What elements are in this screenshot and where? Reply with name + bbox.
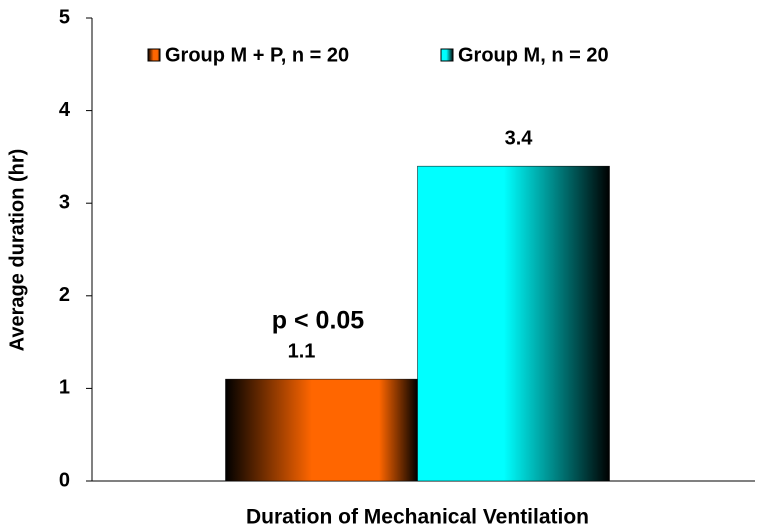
- legend-swatch: [147, 48, 161, 62]
- annotation: p < 0.05: [272, 307, 365, 335]
- x-tick-label: Duration of Mechanical Ventilation: [246, 506, 589, 529]
- y-tick-label: 4: [59, 99, 71, 121]
- y-tick-label: 3: [59, 191, 70, 213]
- y-tick-label: 2: [59, 284, 70, 306]
- y-axis-title: Average duration (hr): [6, 149, 28, 352]
- y-tick-label: 0: [59, 469, 70, 491]
- legend-label: Group M + P, n = 20: [165, 44, 349, 66]
- value-label: 3.4: [505, 127, 534, 149]
- y-tick-label: 5: [59, 6, 70, 28]
- bar: [417, 165, 610, 482]
- legend-label: Group M, n = 20: [458, 44, 609, 66]
- value-label: 1.1: [288, 340, 316, 362]
- legend-swatch: [440, 48, 454, 62]
- bar: [225, 378, 418, 482]
- y-tick-label: 1: [59, 377, 70, 399]
